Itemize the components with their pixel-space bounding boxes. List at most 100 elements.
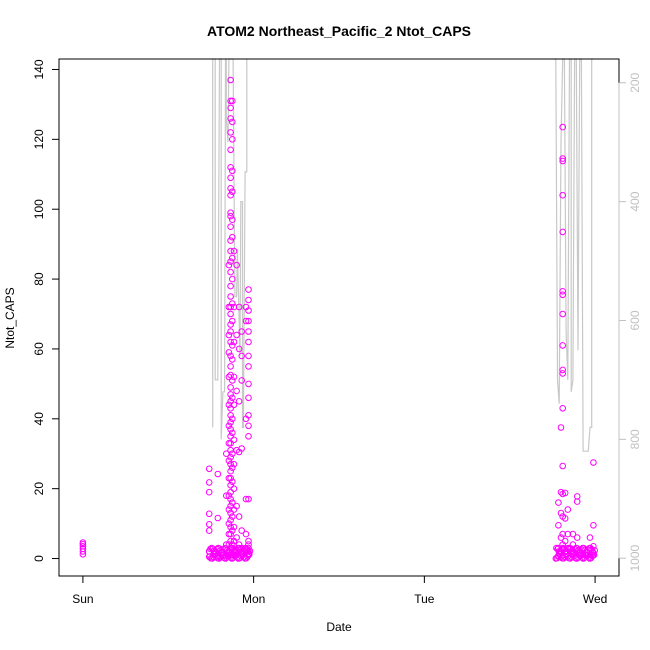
- data-point: [230, 485, 238, 493]
- data-point: [245, 296, 252, 304]
- data-point: [555, 499, 562, 506]
- chart-title: ATOM2 Northeast_Pacific_2 Ntot_CAPS: [207, 23, 471, 39]
- x-tick-label: Mon: [242, 592, 265, 606]
- y-tick-label: 20: [32, 482, 46, 496]
- data-point: [227, 191, 234, 199]
- data-point: [227, 537, 234, 545]
- data-point: [227, 516, 234, 524]
- data-point: [227, 212, 234, 220]
- data-point: [229, 478, 236, 486]
- data-point: [235, 513, 243, 520]
- data-point: [565, 545, 572, 553]
- data-point: [227, 174, 234, 182]
- data-point: [229, 464, 236, 472]
- x-tick-label: Tue: [414, 592, 435, 606]
- data-point: [559, 370, 567, 377]
- data-point: [245, 394, 252, 402]
- data-point: [564, 506, 572, 513]
- data-point: [559, 228, 567, 236]
- data-point: [229, 97, 236, 105]
- data-point: [559, 157, 567, 165]
- data-point: [561, 489, 569, 497]
- right-tick-label: 1000: [628, 545, 642, 572]
- data-point: [227, 440, 234, 447]
- data-point: [233, 261, 240, 269]
- y-axis: 0 20 40 60 80 100 120 140: [32, 59, 60, 562]
- data-point: [245, 433, 252, 440]
- data-point: [229, 233, 236, 241]
- data-point: [573, 534, 581, 541]
- data-point: [246, 547, 254, 555]
- data-point: [557, 534, 565, 541]
- x-tick-label: Sun: [72, 592, 93, 606]
- data-point: [227, 104, 234, 112]
- data-point: [229, 216, 236, 223]
- data-point: [245, 317, 252, 325]
- data-point: [230, 373, 238, 381]
- x-axis-title: Date: [326, 620, 352, 634]
- data-point: [242, 530, 250, 538]
- data-point: [229, 450, 236, 458]
- data-point: [559, 310, 567, 318]
- data-point: [229, 513, 236, 520]
- data-point: [227, 321, 234, 328]
- data-point: [245, 537, 252, 545]
- data-point: [227, 164, 234, 171]
- data-point: [227, 426, 234, 433]
- data-point: [227, 352, 234, 360]
- data-point: [229, 394, 236, 402]
- data-point: [205, 527, 213, 534]
- data-point: [557, 509, 565, 517]
- data-point: [242, 495, 250, 503]
- data-point: [229, 429, 236, 437]
- data-point: [227, 460, 234, 468]
- data-point: [227, 453, 234, 461]
- data-point: [79, 543, 87, 550]
- data-point: [229, 188, 236, 195]
- data-point: [79, 545, 87, 553]
- data-point: [229, 499, 236, 506]
- data-point: [227, 433, 234, 440]
- data-point: [233, 331, 240, 339]
- data-point: [586, 534, 594, 541]
- data-point: [227, 412, 234, 419]
- data-point: [227, 391, 234, 398]
- data-point: [225, 331, 233, 339]
- data-point: [238, 328, 245, 335]
- data-point: [229, 275, 236, 283]
- data-point: [245, 412, 252, 419]
- data-point: [227, 488, 234, 496]
- data-point: [229, 167, 236, 175]
- data-point: [557, 488, 565, 496]
- data-point: [225, 261, 233, 269]
- data-point: [561, 537, 569, 545]
- data-point: [227, 446, 234, 454]
- data-point: [205, 488, 213, 496]
- right-tick-label: 200: [628, 72, 642, 92]
- data-point: [591, 547, 599, 554]
- data-point: [227, 419, 234, 426]
- right-tick-label: 800: [628, 429, 642, 449]
- data-point: [229, 415, 236, 423]
- y-tick-label: 60: [32, 342, 46, 356]
- data-point: [207, 545, 214, 553]
- data-point: [225, 422, 233, 430]
- data-point: [229, 254, 236, 262]
- y-axis-title: Ntot_CAPS: [3, 287, 17, 348]
- data-point: [242, 317, 250, 325]
- data-point: [590, 459, 597, 466]
- data-point: [559, 155, 567, 162]
- data-point: [245, 363, 252, 370]
- data-point: [233, 534, 240, 541]
- data-point: [229, 342, 236, 349]
- data-point: [245, 495, 252, 503]
- data-point: [79, 539, 87, 546]
- data-point: [227, 303, 234, 311]
- data-point: [205, 465, 213, 473]
- data-point: [230, 460, 238, 468]
- data-point: [238, 352, 245, 360]
- data-point: [559, 288, 567, 295]
- data-point: [227, 146, 234, 154]
- data-point: [227, 384, 234, 391]
